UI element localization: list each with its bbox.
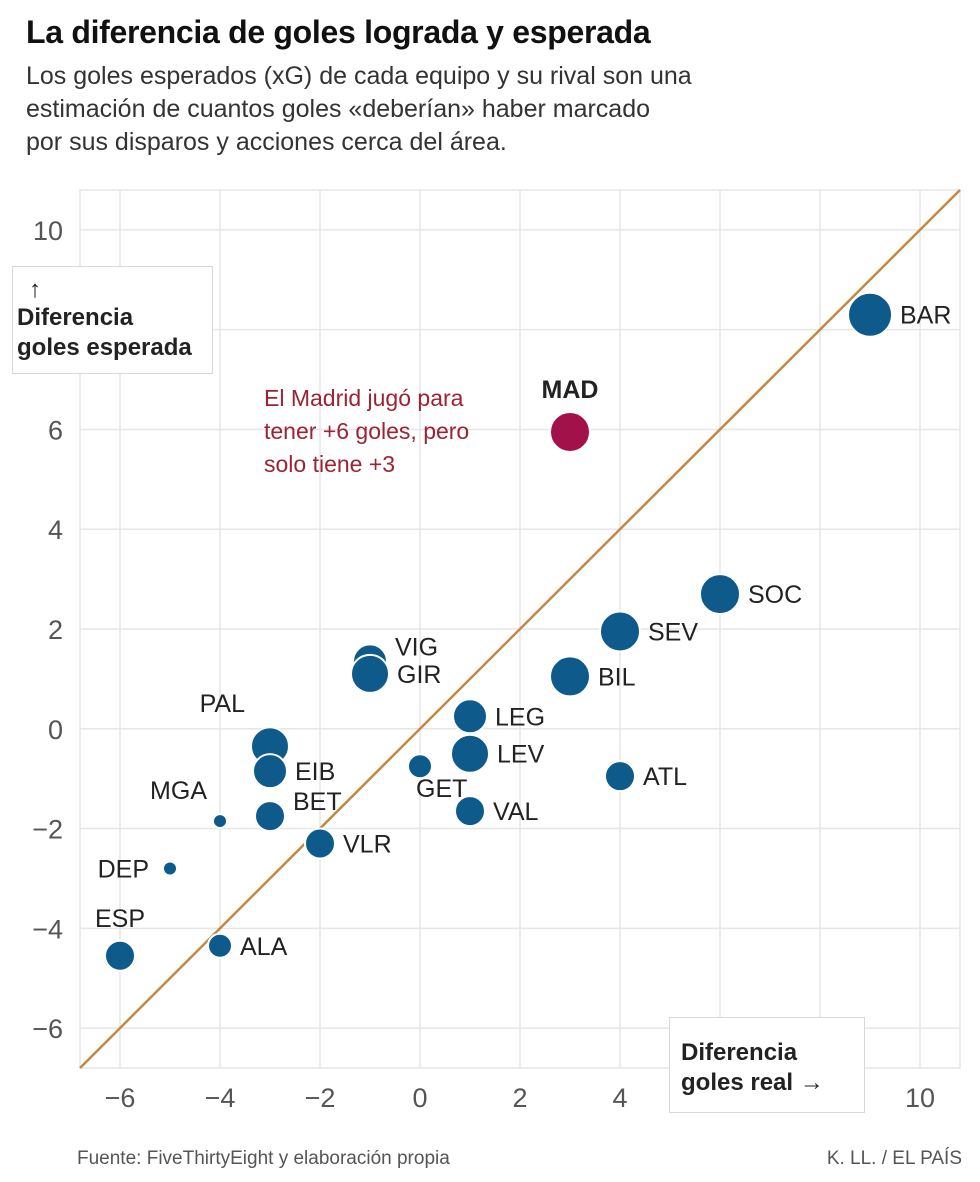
chart-subtitle: Los goles esperados (xG) de cada equipo … (26, 60, 826, 159)
chart-title: La diferencia de goles lograda y esperad… (26, 14, 651, 50)
y-axis-label-box: ↑ Diferencia goles esperada (12, 266, 213, 374)
point-mga (212, 813, 228, 830)
point-bil (549, 655, 591, 698)
point-leg (452, 698, 488, 735)
x-tick-label: 2 (512, 1083, 527, 1113)
x-axis-label-line: Diferencia (681, 1039, 798, 1066)
point-label: BAR (900, 302, 951, 330)
x-tick-label: −6 (105, 1083, 136, 1113)
y-axis-label-line: goles esperada (17, 334, 192, 361)
point-ala (207, 932, 233, 959)
point-label: GET (416, 775, 467, 803)
point-label: ATL (643, 763, 687, 791)
credit: K. LL. / EL PAÍS (826, 1148, 962, 1169)
point-label: LEG (495, 703, 545, 731)
point-label: ESP (95, 905, 145, 933)
subtitle-line: estimación de cuantos goles «deberían» h… (26, 95, 651, 123)
point-label: SOC (748, 581, 802, 609)
y-tick-label: 0 (48, 715, 63, 745)
y-tick-label: 2 (48, 615, 63, 645)
point-label: VIG (395, 633, 438, 661)
point-bar (847, 291, 893, 338)
scatter-chart: −6 −4 −2 0 2 4 10 −6 −4 −2 0 2 4 6 10 El Madrid jugó p… (32, 189, 961, 1113)
point-label: LEV (497, 741, 545, 769)
x-tick-label: 0 (412, 1083, 427, 1113)
annotation-line: tener +6 goles, pero (264, 418, 469, 444)
point-label: EIB (295, 758, 335, 786)
point-label: VLR (343, 831, 392, 859)
point-label: BIL (598, 663, 636, 691)
y-tick-label: 6 (48, 415, 63, 445)
x-axis-label-line: goles real → (681, 1069, 824, 1096)
point-label: BET (293, 788, 342, 816)
subtitle-line: Los goles esperados (xG) de cada equipo … (26, 62, 692, 90)
annotation: El Madrid jugó para tener +6 goles, pero s… (264, 385, 469, 477)
y-tick-label: 4 (48, 515, 63, 545)
reference-line-y-equals-x (79, 189, 961, 1069)
x-axis-label-box: Diferencia goles real → (669, 1017, 865, 1113)
point-gir (350, 653, 390, 694)
y-tick-label: 10 (33, 216, 63, 246)
annotation-line: El Madrid jugó para (264, 385, 464, 411)
source-note: Fuente: FiveThirtyEight y elaboración pr… (77, 1148, 450, 1169)
point-label: GIR (397, 661, 441, 689)
y-axis-label-line: Diferencia (17, 304, 134, 331)
x-tick-label: 4 (612, 1083, 627, 1113)
x-tick-label: 10 (905, 1083, 935, 1113)
data-points (104, 291, 893, 972)
x-tick-label: −4 (205, 1083, 236, 1113)
y-tick-label: −4 (32, 914, 63, 944)
point-label: PAL (200, 690, 245, 718)
point-sev (599, 610, 641, 653)
point-lev (450, 733, 490, 774)
x-tick-label: −2 (305, 1083, 336, 1113)
point-val (454, 795, 486, 828)
point-vlr (304, 827, 336, 860)
point-label: DEP (98, 855, 149, 883)
up-arrow-icon: ↑ (29, 276, 41, 303)
y-tick-label: −2 (32, 815, 63, 845)
point-label: ALA (240, 933, 288, 961)
point-get (407, 753, 433, 780)
y-tick-label: −6 (32, 1014, 63, 1044)
point-atl (604, 760, 636, 793)
point-label: SEV (648, 618, 698, 646)
point-esp (104, 939, 136, 972)
point-label: MAD (542, 376, 599, 404)
point-dep (162, 860, 178, 877)
subtitle-line: por sus disparos y acciones cerca del ár… (26, 128, 507, 156)
point-label: MGA (150, 777, 207, 805)
point-bet (254, 800, 286, 833)
point-eib (252, 753, 288, 790)
point-soc (699, 573, 741, 616)
point-mad (549, 410, 591, 453)
axis-ticks: −6 −4 −2 0 2 4 10 −6 −4 −2 0 2 4 6 10 (32, 216, 935, 1113)
annotation-line: solo tiene +3 (264, 451, 395, 477)
x-axis-label: Diferencia goles real → (681, 1039, 824, 1096)
point-label: VAL (493, 798, 538, 826)
